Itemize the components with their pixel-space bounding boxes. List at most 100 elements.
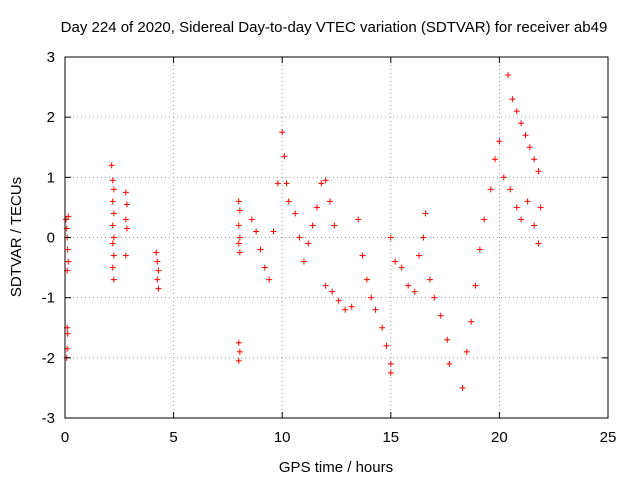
data-point bbox=[492, 156, 499, 163]
data-point bbox=[257, 246, 264, 253]
data-point bbox=[266, 276, 273, 283]
data-point bbox=[305, 240, 312, 247]
data-point bbox=[392, 258, 399, 265]
data-point bbox=[235, 357, 242, 364]
y-tick-label: 2 bbox=[47, 109, 55, 126]
data-point bbox=[518, 120, 525, 127]
data-point bbox=[518, 216, 525, 223]
data-point bbox=[476, 246, 483, 253]
data-point bbox=[368, 294, 375, 301]
data-point bbox=[109, 198, 116, 205]
data-point bbox=[235, 339, 242, 346]
data-point bbox=[313, 204, 320, 211]
data-point bbox=[110, 276, 117, 283]
data-point bbox=[509, 96, 516, 103]
data-point bbox=[248, 216, 255, 223]
y-tick-label: -2 bbox=[42, 350, 55, 367]
y-tick-label: -3 bbox=[42, 410, 55, 427]
data-point bbox=[122, 189, 129, 196]
data-point bbox=[372, 306, 379, 313]
data-point bbox=[155, 267, 162, 274]
data-point bbox=[64, 246, 71, 253]
data-point bbox=[235, 198, 242, 205]
y-tick-label: 1 bbox=[47, 169, 55, 186]
data-point bbox=[459, 384, 466, 391]
data-point bbox=[522, 132, 529, 139]
data-point bbox=[387, 360, 394, 367]
data-point bbox=[123, 225, 130, 232]
data-point bbox=[270, 228, 277, 235]
data-point bbox=[535, 168, 542, 175]
y-tick-label: 3 bbox=[47, 49, 55, 66]
data-point bbox=[65, 258, 72, 265]
data-point bbox=[468, 318, 475, 325]
data-point bbox=[513, 108, 520, 115]
data-point bbox=[122, 216, 129, 223]
data-point bbox=[283, 180, 290, 187]
data-point bbox=[274, 180, 281, 187]
chart-title: Day 224 of 2020, Sidereal Day-to-day VTE… bbox=[61, 19, 608, 36]
data-point bbox=[300, 258, 307, 265]
y-tick-label: 0 bbox=[47, 230, 55, 247]
data-point bbox=[123, 201, 130, 208]
data-point bbox=[405, 282, 412, 289]
data-point bbox=[110, 234, 117, 241]
data-point bbox=[155, 285, 162, 292]
data-point bbox=[109, 240, 116, 247]
data-point bbox=[154, 276, 161, 283]
data-point bbox=[236, 249, 243, 256]
data-point bbox=[235, 240, 242, 247]
x-axis-label: GPS time / hours bbox=[279, 459, 393, 476]
data-points bbox=[63, 72, 544, 391]
data-point bbox=[379, 324, 386, 331]
data-point bbox=[426, 276, 433, 283]
data-point bbox=[153, 249, 160, 256]
data-point bbox=[65, 213, 72, 220]
data-point bbox=[348, 303, 355, 310]
data-point bbox=[481, 216, 488, 223]
data-point bbox=[420, 234, 427, 241]
data-point bbox=[487, 186, 494, 193]
data-point bbox=[383, 342, 390, 349]
data-point bbox=[500, 174, 507, 181]
data-point bbox=[296, 234, 303, 241]
data-point bbox=[309, 222, 316, 229]
data-point bbox=[335, 297, 342, 304]
data-point bbox=[411, 288, 418, 295]
data-point bbox=[236, 207, 243, 214]
x-tick-label: 15 bbox=[382, 429, 399, 446]
plot-frame bbox=[64, 56, 609, 419]
data-point bbox=[285, 198, 292, 205]
data-point bbox=[253, 228, 260, 235]
data-point bbox=[363, 276, 370, 283]
data-point bbox=[431, 294, 438, 301]
data-point bbox=[235, 222, 242, 229]
data-point bbox=[387, 369, 394, 376]
data-point bbox=[535, 240, 542, 247]
data-point bbox=[463, 348, 470, 355]
y-tick-label: -1 bbox=[42, 290, 55, 307]
data-point bbox=[122, 252, 129, 259]
data-point bbox=[355, 216, 362, 223]
data-point bbox=[531, 222, 538, 229]
data-point bbox=[359, 252, 366, 259]
data-point bbox=[110, 186, 117, 193]
data-point bbox=[331, 222, 338, 229]
data-point bbox=[109, 177, 116, 184]
data-point bbox=[292, 210, 299, 217]
data-point bbox=[524, 198, 531, 205]
data-point bbox=[446, 360, 453, 367]
data-point bbox=[64, 330, 71, 337]
data-point bbox=[109, 222, 116, 229]
data-point bbox=[398, 264, 405, 271]
data-point bbox=[507, 186, 514, 193]
data-point bbox=[154, 258, 161, 265]
data-point bbox=[513, 204, 520, 211]
data-point bbox=[342, 306, 349, 313]
data-point bbox=[326, 198, 333, 205]
x-tick-label: 5 bbox=[169, 429, 177, 446]
data-point bbox=[322, 177, 329, 184]
data-point bbox=[261, 264, 268, 271]
data-point bbox=[63, 216, 70, 223]
